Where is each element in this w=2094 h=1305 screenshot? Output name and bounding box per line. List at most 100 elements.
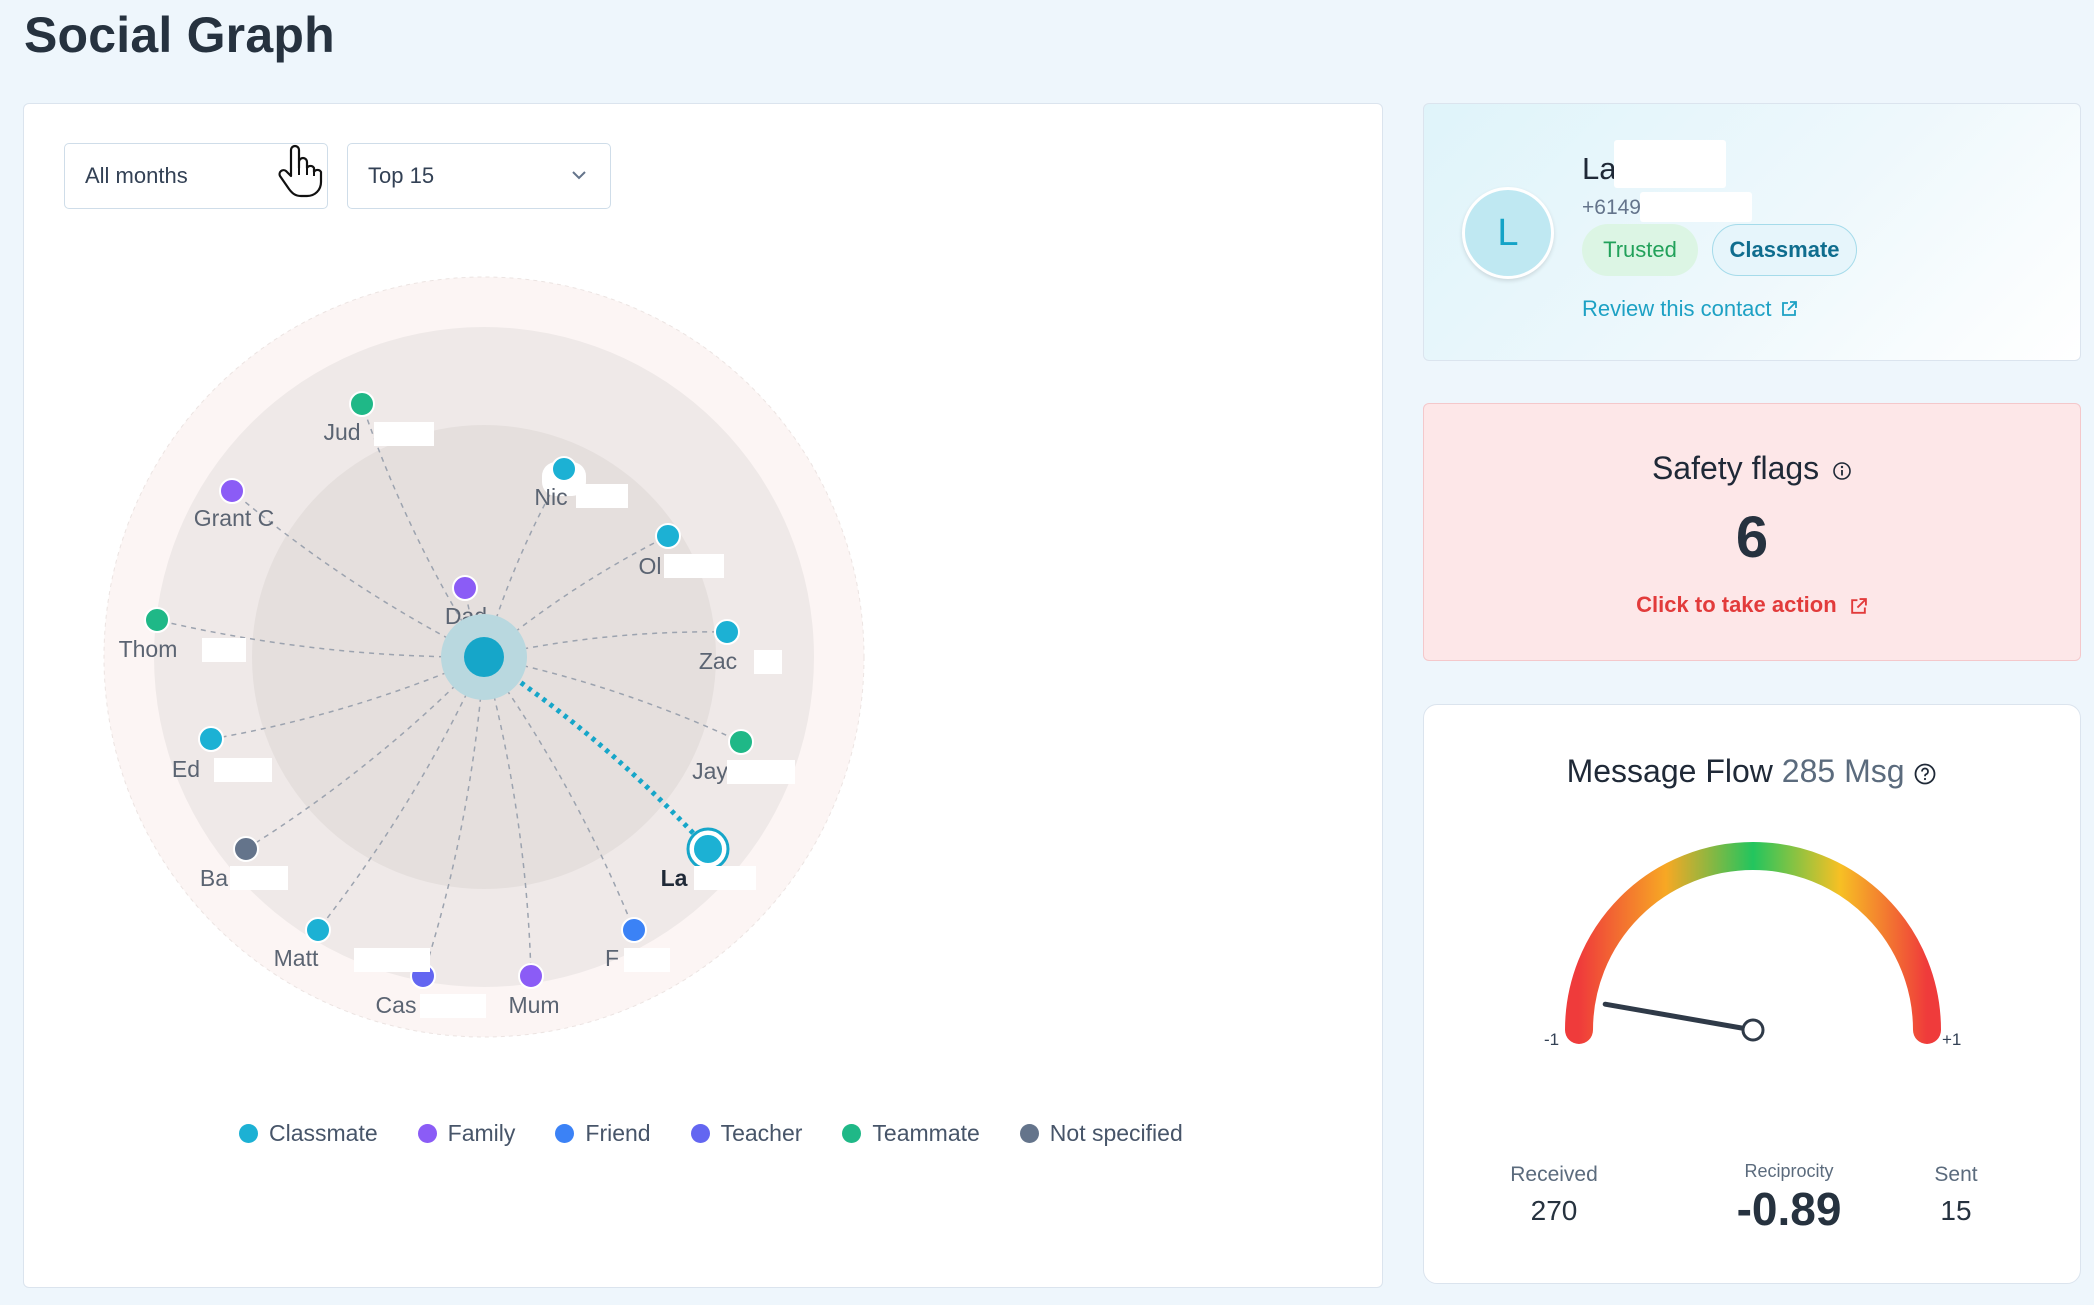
graph-node-label[interactable]: F [605, 945, 619, 971]
redaction [664, 554, 724, 578]
legend-dot [842, 1124, 862, 1143]
contact-phone: +6149 [1582, 196, 1641, 219]
legend-item[interactable]: Teacher [690, 1120, 803, 1147]
redaction [754, 650, 782, 674]
take-action-label: Click to take action [1636, 592, 1837, 617]
graph-node[interactable] [621, 917, 647, 943]
chevron-down-icon [572, 171, 586, 180]
graph-node-label[interactable]: Grant C [194, 505, 275, 531]
sent-label: Sent [1934, 1163, 1978, 1186]
legend-label: Teammate [872, 1120, 980, 1146]
graph-node-label[interactable]: Jud [323, 419, 360, 445]
contact-name: La [1582, 151, 1617, 186]
graph-node-label[interactable]: Ed [172, 756, 200, 782]
safety-flags-card: Safety flags 6 Click to take action [1423, 403, 2081, 661]
gauge-arc [1565, 842, 1941, 1044]
graph-node-label[interactable]: Ol [639, 553, 662, 579]
legend-label: Classmate [269, 1120, 378, 1146]
graph-node[interactable] [349, 391, 375, 417]
graph-node[interactable] [551, 456, 577, 482]
message-flow-title: Message Flow 285 Msg [1424, 753, 2080, 790]
take-action-link[interactable]: Click to take action [1424, 592, 2080, 618]
graph-node-label[interactable]: Jay [692, 758, 728, 784]
social-graph-canvas[interactable]: Jud Nic Ol Zac Jay La F Mum Cas Matt Ba Ed Thom Grant… [24, 104, 1384, 1104]
received-value: 270 [1530, 1195, 1578, 1226]
help-icon[interactable] [1913, 762, 1937, 786]
graph-node-label[interactable]: Matt [274, 945, 319, 971]
redaction [624, 948, 670, 972]
legend-item[interactable]: Family [417, 1120, 515, 1147]
graph-node[interactable] [728, 729, 754, 755]
top-count-value: Top 15 [368, 163, 435, 188]
graph-node[interactable] [518, 963, 544, 989]
graph-node-label[interactable]: Nic [534, 484, 567, 510]
graph-node[interactable] [655, 523, 681, 549]
legend-item[interactable]: Friend [555, 1120, 651, 1147]
center-node [464, 637, 504, 677]
redaction [420, 994, 486, 1018]
reciprocity-label: Reciprocity [1744, 1161, 1834, 1181]
top-count-select[interactable]: Top 15 [347, 143, 611, 209]
graph-node[interactable] [692, 833, 724, 865]
message-flow-total: 285 Msg [1781, 753, 1905, 789]
graph-node[interactable] [452, 575, 478, 601]
graph-edge [245, 656, 485, 850]
gauge-max-label: +1 [1942, 1030, 1961, 1049]
graph-node[interactable] [714, 619, 740, 645]
sent-stat: Sent 15 [1896, 1163, 2016, 1227]
external-link-icon [1851, 597, 1867, 614]
graph-node-label[interactable]: Ba [200, 865, 228, 891]
legend-item[interactable]: Teammate [842, 1120, 980, 1147]
graph-edge [483, 535, 669, 658]
trusted-badge: Trusted [1582, 224, 1698, 276]
legend-label: Teacher [720, 1120, 803, 1146]
graph-node-label[interactable]: Mum [508, 992, 559, 1018]
review-contact-label: Review this contact [1582, 296, 1772, 321]
graph-node[interactable] [198, 726, 224, 752]
redaction [202, 638, 246, 662]
message-flow-card: Message Flow 285 Msg -1 +1 Received 270 … [1423, 704, 2081, 1284]
safety-flags-title: Safety flags [1424, 450, 2080, 487]
graph-edge [156, 619, 485, 658]
gauge-pivot [1741, 1018, 1765, 1042]
graph-node-label[interactable]: Zac [699, 648, 737, 674]
redaction [230, 866, 288, 890]
legend-dot [1019, 1124, 1039, 1143]
legend-item[interactable]: Not specified [1019, 1120, 1183, 1147]
graph-edge [210, 656, 485, 740]
graph-legend: Classmate Family Friend Teacher Teammate Not … [239, 1120, 1183, 1147]
safety-flags-label: Safety flags [1651, 450, 1820, 486]
safety-flags-count: 6 [1735, 505, 1769, 570]
graph-node-label[interactable]: Thom [119, 636, 178, 662]
graph-node-label[interactable]: Cas [376, 992, 417, 1018]
review-contact-link[interactable]: Review this contact [1582, 296, 1798, 322]
graph-node[interactable] [233, 836, 259, 862]
info-icon[interactable] [1832, 461, 1852, 481]
legend-dot [690, 1124, 710, 1143]
received-label: Received [1510, 1163, 1598, 1186]
legend-label: Friend [585, 1120, 651, 1146]
redaction [214, 758, 272, 782]
redaction [694, 866, 756, 890]
avatar: L [1462, 187, 1554, 279]
social-graph-panel: All months Top 15 Jud Nic Ol Zac Jay La F Mum Ca… [23, 103, 1383, 1288]
graph-node[interactable] [219, 478, 245, 504]
reciprocity-gauge: -1 +1 [1544, 842, 1961, 1049]
message-flow-label: Message Flow [1566, 753, 1773, 789]
legend-label: Not specified [1049, 1120, 1183, 1146]
graph-node[interactable] [144, 607, 170, 633]
legend-dot [555, 1124, 575, 1143]
hand-cursor-icon [278, 144, 323, 198]
legend-dot [417, 1124, 437, 1143]
months-filter-value: All months [85, 163, 188, 188]
legend-item[interactable]: Classmate [239, 1120, 378, 1147]
gauge-min-label: -1 [1544, 1030, 1559, 1049]
graph-node-label[interactable]: La [661, 865, 688, 891]
graph-node[interactable] [305, 917, 331, 943]
redaction [576, 484, 628, 508]
received-stat: Received 270 [1484, 1163, 1624, 1227]
graph-edge [231, 490, 485, 658]
gauge-needle [1602, 1001, 1756, 1033]
redaction [354, 948, 430, 972]
graph-edge [483, 468, 565, 658]
